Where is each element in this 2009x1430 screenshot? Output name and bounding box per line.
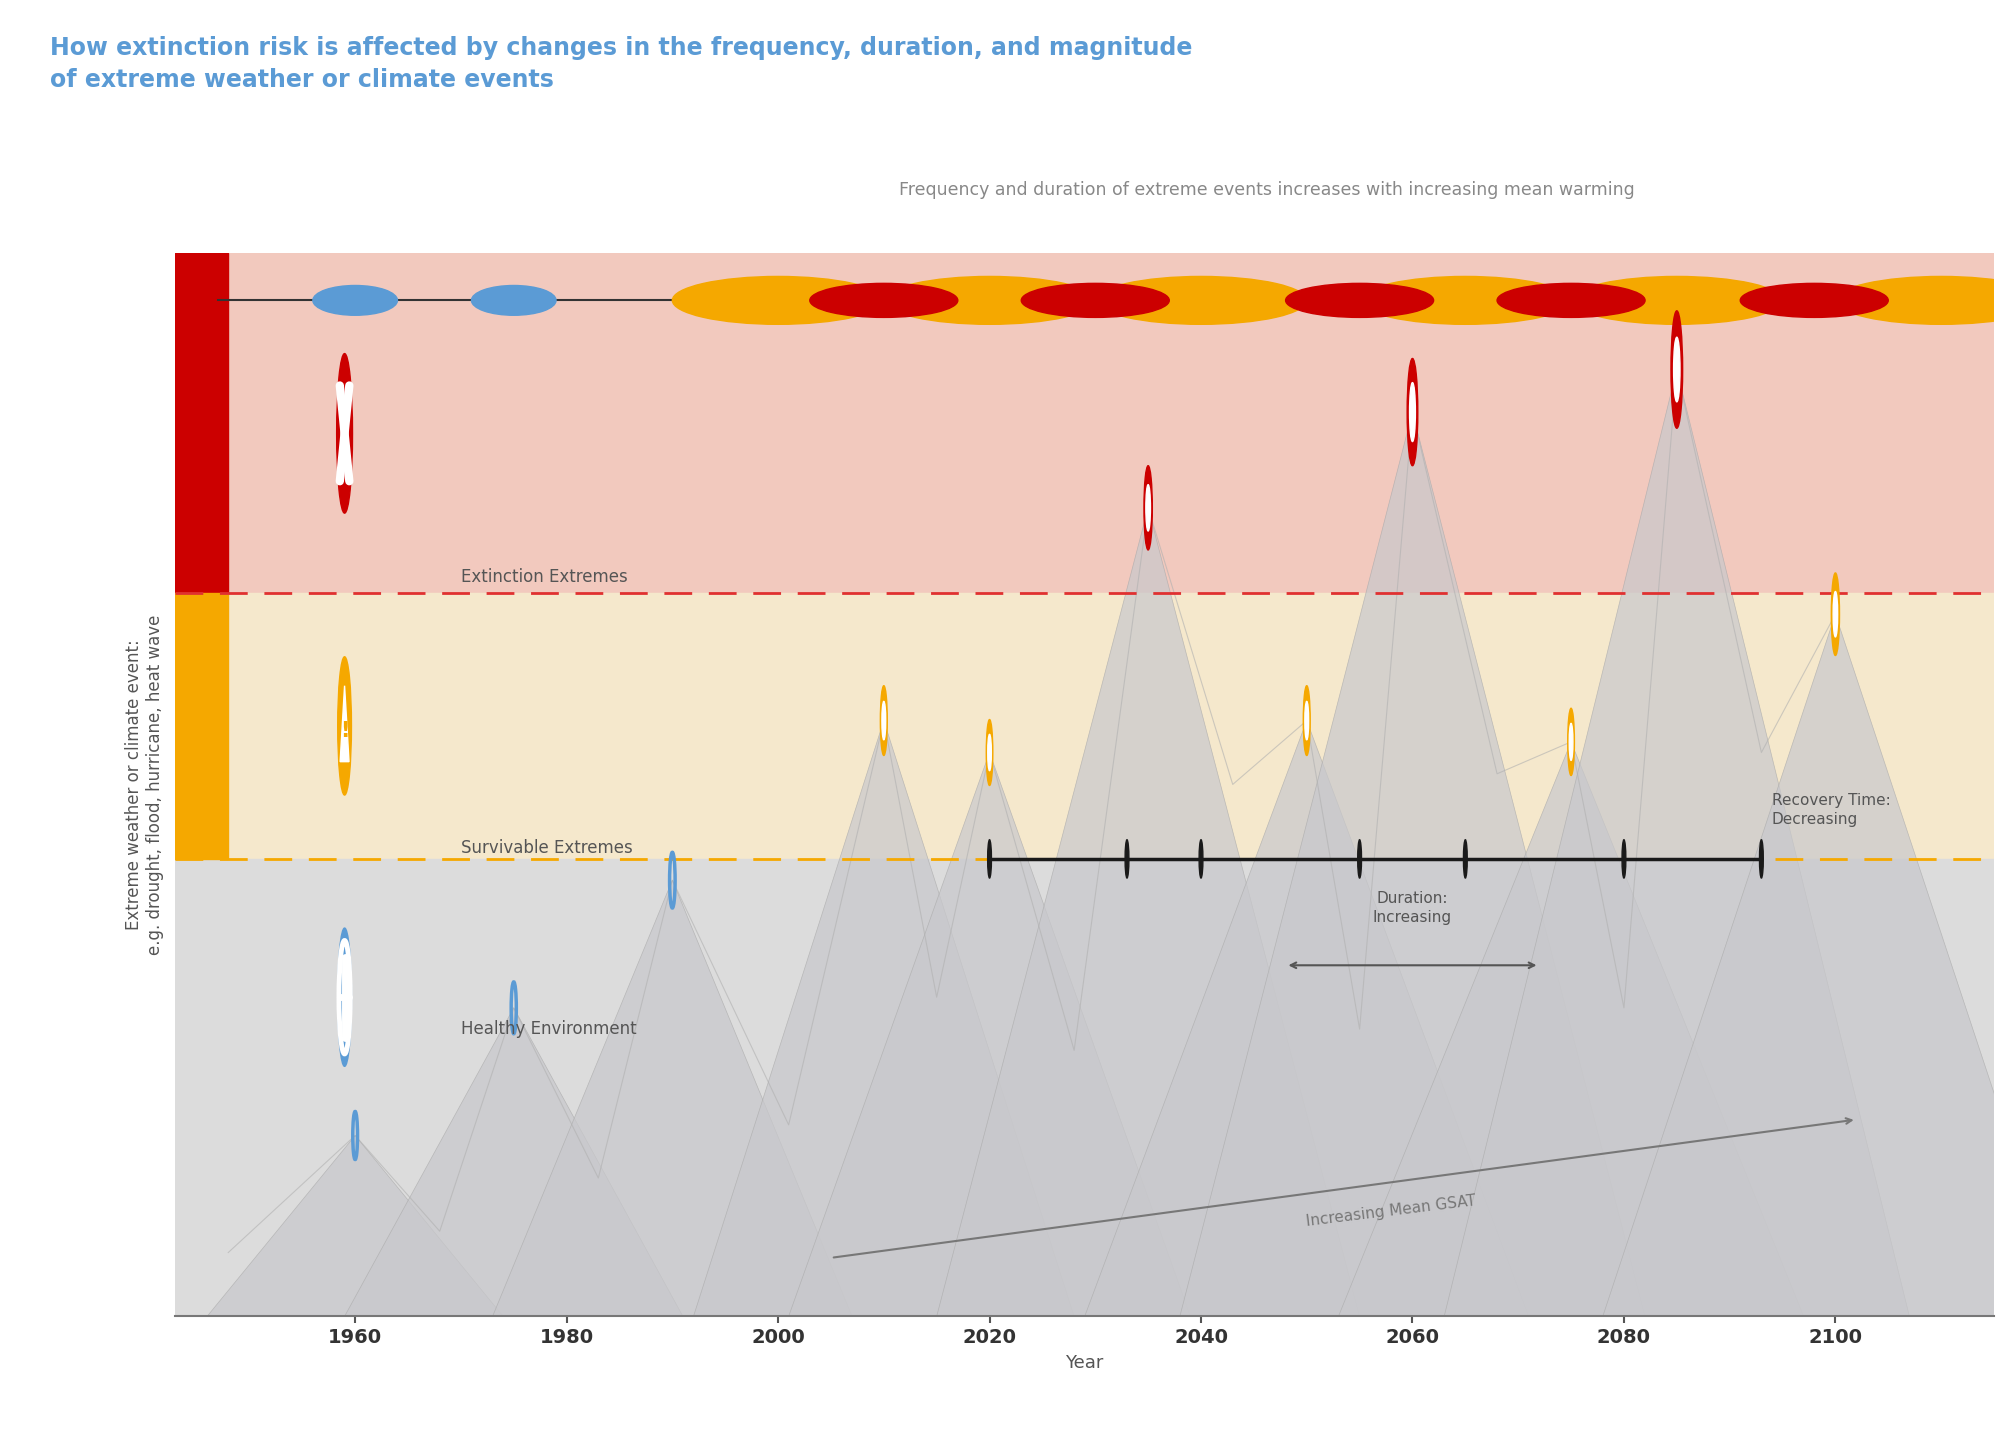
Polygon shape xyxy=(1179,412,1645,1317)
Circle shape xyxy=(338,928,352,1067)
Text: !: ! xyxy=(340,721,350,741)
Text: Frequency and duration of extreme events increases with increasing mean warming: Frequency and duration of extreme events… xyxy=(898,182,1635,199)
Circle shape xyxy=(1143,466,1153,551)
Circle shape xyxy=(1304,701,1308,739)
Ellipse shape xyxy=(1021,283,1169,317)
Circle shape xyxy=(1673,337,1680,402)
Circle shape xyxy=(338,353,352,513)
Polygon shape xyxy=(492,881,852,1317)
Circle shape xyxy=(988,839,992,878)
Polygon shape xyxy=(1603,615,2009,1317)
Ellipse shape xyxy=(472,286,556,315)
Text: Recovery Time:
Decreasing: Recovery Time: Decreasing xyxy=(1772,794,1890,827)
Bar xyxy=(175,593,229,859)
Text: Survivable Extremes: Survivable Extremes xyxy=(460,839,633,857)
Ellipse shape xyxy=(1360,276,1571,325)
Circle shape xyxy=(338,656,352,795)
Circle shape xyxy=(1569,724,1573,761)
Circle shape xyxy=(1406,359,1418,466)
Circle shape xyxy=(1760,839,1764,878)
Circle shape xyxy=(986,719,992,785)
Bar xyxy=(175,253,1995,593)
Circle shape xyxy=(882,701,886,739)
Circle shape xyxy=(1832,592,1838,636)
Circle shape xyxy=(1567,708,1575,775)
Text: Healthy Environment: Healthy Environment xyxy=(460,1020,637,1038)
Polygon shape xyxy=(346,1008,683,1317)
Circle shape xyxy=(1304,686,1310,755)
Polygon shape xyxy=(1338,742,1804,1317)
Text: Duration:
Increasing: Duration: Increasing xyxy=(1372,891,1453,925)
X-axis label: Year: Year xyxy=(1065,1354,1103,1373)
Circle shape xyxy=(1199,839,1203,878)
Circle shape xyxy=(988,735,990,771)
Text: How extinction risk is affected by changes in the frequency, duration, and magni: How extinction risk is affected by chang… xyxy=(50,36,1193,93)
Text: Extinction Extremes: Extinction Extremes xyxy=(460,568,627,586)
Ellipse shape xyxy=(1836,276,2009,325)
Ellipse shape xyxy=(884,276,1095,325)
Polygon shape xyxy=(936,508,1360,1317)
Polygon shape xyxy=(340,686,350,762)
Ellipse shape xyxy=(313,286,398,315)
Ellipse shape xyxy=(673,276,884,325)
Circle shape xyxy=(1463,839,1467,878)
Ellipse shape xyxy=(1095,276,1306,325)
Ellipse shape xyxy=(1740,283,1888,317)
Polygon shape xyxy=(1444,369,1909,1317)
Polygon shape xyxy=(790,752,1191,1317)
Polygon shape xyxy=(693,721,1075,1317)
Circle shape xyxy=(1125,839,1129,878)
Circle shape xyxy=(1621,839,1625,878)
Y-axis label: Extreme weather or climate event:
e.g. drought, flood, hurricane, heat wave: Extreme weather or climate event: e.g. d… xyxy=(125,615,165,955)
Ellipse shape xyxy=(1571,276,1782,325)
Polygon shape xyxy=(1085,721,1529,1317)
Text: Increasing Mean GSAT: Increasing Mean GSAT xyxy=(1306,1193,1477,1228)
Bar xyxy=(175,253,229,593)
Ellipse shape xyxy=(810,283,958,317)
Circle shape xyxy=(1410,383,1416,442)
Bar xyxy=(175,859,1995,1317)
Bar xyxy=(175,593,1995,859)
Ellipse shape xyxy=(1497,283,1645,317)
Circle shape xyxy=(1145,485,1151,531)
Circle shape xyxy=(880,686,888,755)
Circle shape xyxy=(1358,839,1362,878)
Circle shape xyxy=(1671,310,1684,428)
Circle shape xyxy=(1832,573,1840,655)
Polygon shape xyxy=(207,1135,502,1317)
Ellipse shape xyxy=(1286,283,1434,317)
